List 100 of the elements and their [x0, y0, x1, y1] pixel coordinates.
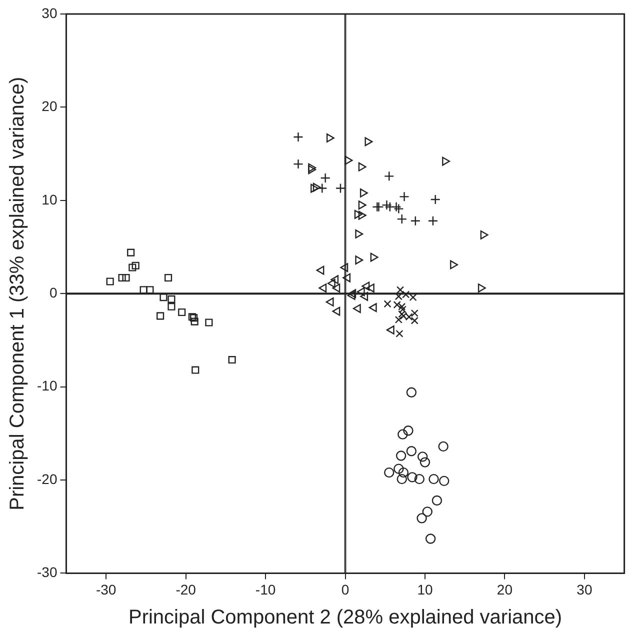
point — [330, 275, 339, 284]
point — [406, 446, 417, 456]
point — [342, 273, 351, 282]
y-tick-label: 20 — [42, 98, 58, 114]
point — [356, 287, 365, 296]
point — [355, 256, 364, 265]
point — [362, 282, 370, 291]
point — [480, 230, 488, 240]
point — [428, 216, 438, 226]
point — [366, 284, 374, 293]
y-tick-label: 30 — [42, 4, 58, 21]
point — [396, 474, 407, 484]
point — [146, 286, 154, 294]
point — [438, 441, 448, 452]
x-axis-title: Principal Component 2 (28% explained variance) — [128, 606, 562, 629]
point — [352, 304, 361, 314]
point — [420, 457, 430, 468]
y-tick-label: -20 — [37, 470, 58, 487]
point — [422, 506, 432, 517]
point — [360, 292, 368, 301]
x-tick-label: 20 — [496, 581, 513, 598]
point — [396, 330, 404, 338]
point — [450, 260, 458, 270]
point — [310, 184, 318, 193]
point — [132, 262, 140, 270]
y-tick-label: 0 — [49, 284, 58, 300]
point — [384, 300, 392, 308]
point — [414, 474, 425, 484]
point — [160, 294, 168, 302]
x-tick-label: -30 — [96, 581, 116, 598]
y-tick-label: -10 — [37, 378, 58, 394]
point — [332, 306, 340, 316]
point — [425, 534, 436, 544]
point — [432, 495, 442, 506]
point — [418, 452, 428, 462]
point — [168, 302, 176, 310]
point — [416, 513, 427, 524]
point — [394, 464, 404, 474]
point — [384, 467, 394, 478]
point — [118, 274, 126, 282]
point — [127, 248, 135, 256]
point — [409, 294, 417, 302]
point — [358, 210, 366, 220]
x-tick-label: -10 — [255, 581, 276, 598]
point — [406, 387, 417, 398]
point — [190, 318, 198, 326]
y-axis-title: Principal Component 1 (33% explained variance) — [6, 76, 29, 510]
point — [205, 318, 213, 326]
point — [396, 450, 406, 461]
point — [164, 274, 172, 282]
point — [398, 429, 408, 440]
point — [140, 286, 148, 294]
point — [312, 182, 321, 192]
point — [327, 278, 336, 288]
point — [370, 252, 378, 262]
point — [228, 356, 236, 364]
point — [394, 316, 402, 324]
point — [192, 366, 200, 374]
point — [428, 474, 439, 484]
point — [340, 263, 348, 272]
point — [430, 194, 440, 205]
point — [326, 133, 334, 142]
point — [318, 284, 327, 293]
x-tick-label: 30 — [576, 581, 592, 598]
point — [410, 216, 421, 226]
point — [320, 172, 330, 184]
point — [326, 297, 334, 306]
x-tick-label: -20 — [176, 581, 196, 598]
point — [439, 476, 450, 486]
x-tick-label: 10 — [417, 581, 433, 598]
point — [128, 264, 136, 272]
point — [168, 295, 176, 303]
point — [358, 200, 366, 210]
point — [478, 284, 486, 293]
y-tick-label: 10 — [42, 191, 58, 208]
point — [293, 132, 304, 142]
point — [190, 314, 198, 322]
point — [368, 303, 377, 312]
point — [364, 137, 373, 146]
point — [358, 162, 366, 172]
point — [335, 183, 346, 194]
point — [308, 163, 316, 172]
point — [308, 165, 316, 174]
point — [386, 325, 394, 334]
point — [188, 313, 196, 321]
point — [106, 278, 114, 286]
x-tick-label: 0 — [341, 581, 350, 598]
point — [398, 467, 409, 478]
point — [402, 290, 410, 298]
point — [344, 156, 353, 165]
point — [405, 313, 413, 321]
point — [360, 188, 368, 198]
point — [442, 156, 450, 166]
point — [407, 472, 418, 482]
point — [122, 274, 130, 282]
point — [355, 229, 364, 238]
point — [316, 266, 324, 275]
point — [178, 308, 186, 316]
point — [354, 210, 362, 219]
point — [156, 312, 164, 320]
